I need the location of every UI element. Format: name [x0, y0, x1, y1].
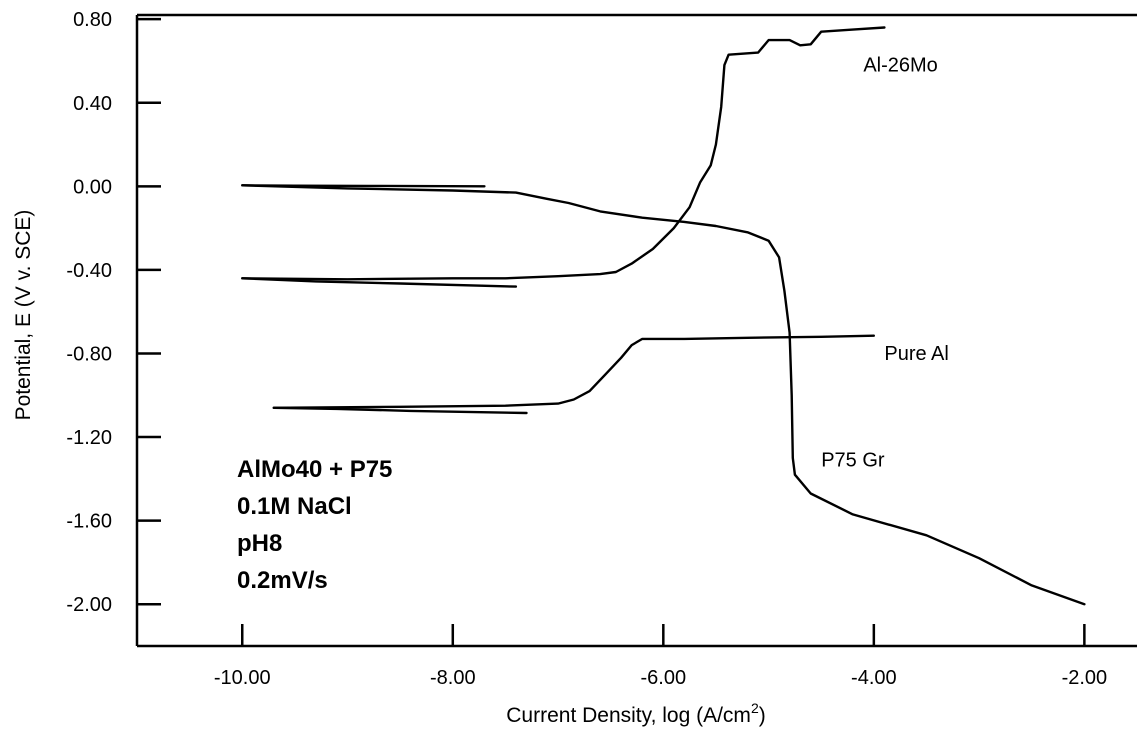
x-tick-label: -8.00: [430, 667, 476, 689]
series-labels: Al-26Mo Pure Al P75 Gr: [821, 54, 949, 471]
y-axis: 0.80 0.40 0.00 -0.40 -0.80 -1.20 -1.60 -2.00: [66, 9, 161, 616]
x-axis-title: Current Density, log (A/cm2): [506, 700, 765, 727]
y-tick-label: -2.00: [66, 594, 112, 616]
y-tick-label: -0.80: [66, 343, 112, 365]
x-tick-label: -2.00: [1062, 667, 1108, 689]
series-line-al-26mo-anodic: [241, 26, 886, 281]
series-line-al-26mo-cathodic: [241, 277, 518, 288]
y-tick-label: -1.60: [66, 511, 112, 533]
y-tick-label: -1.20: [66, 427, 112, 449]
series-label-p75-gr: P75 Gr: [821, 449, 885, 471]
x-tick-label: -10.00: [214, 667, 271, 689]
annotation-line-3: pH8: [237, 530, 282, 557]
annotation-line-2: 0.1M NaCl: [237, 493, 352, 520]
x-tick-label: -4.00: [851, 667, 897, 689]
series-group: [241, 26, 1086, 606]
y-tick-label: 0.40: [73, 93, 112, 115]
annotation-line-4: 0.2mV/s: [237, 567, 328, 594]
plot-frame: [135, 13, 1137, 648]
x-axis: -10.00 -8.00 -6.00 -4.00 -2.00: [214, 624, 1107, 689]
y-tick-label: -0.40: [66, 260, 112, 282]
series-label-al-26mo: Al-26Mo: [863, 54, 937, 76]
annotation-line-1: AlMo40 + P75: [237, 456, 392, 483]
series-line-p75-gr-anodic: [241, 184, 1086, 606]
y-tick-label: 0.00: [73, 176, 112, 198]
series-line-pure-al-anodic: [272, 334, 875, 409]
y-tick-label: 0.80: [73, 9, 112, 31]
series-label-pure-al: Pure Al: [884, 343, 948, 365]
y-axis-title: Potential, E (V v. SCE): [12, 210, 35, 421]
conditions-annotation: AlMo40 + P75 0.1M NaCl pH8 0.2mV/s: [237, 456, 392, 594]
x-tick-label: -6.00: [641, 667, 687, 689]
